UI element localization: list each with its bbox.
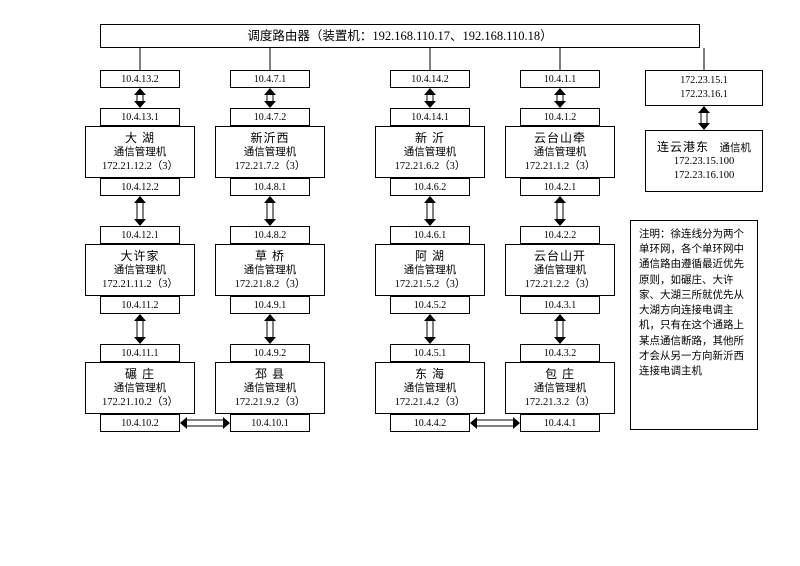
- node-box: 包 庄通信管理机172.21.3.2（3）: [505, 362, 615, 414]
- ip-box: 10.4.14.2: [390, 70, 470, 88]
- ip-box: 10.4.5.1: [390, 344, 470, 362]
- ip-box: 10.4.5.2: [390, 296, 470, 314]
- ip-box: 172.23.15.1172.23.16.1: [645, 70, 763, 106]
- ip-box: 10.4.2.2: [520, 226, 600, 244]
- ip-box: 10.4.4.1: [520, 414, 600, 432]
- node-box: 大许家通信管理机172.21.11.2（3）: [85, 244, 195, 296]
- ip-box: 10.4.8.2: [230, 226, 310, 244]
- ip-box: 10.4.12.1: [100, 226, 180, 244]
- ip-box: 10.4.2.1: [520, 178, 600, 196]
- ip-box: 10.4.9.1: [230, 296, 310, 314]
- node-box: 新 沂通信管理机172.21.6.2（3）: [375, 126, 485, 178]
- node-box: 草 桥通信管理机172.21.8.2（3）: [215, 244, 325, 296]
- ip-box: 10.4.3.2: [520, 344, 600, 362]
- node-box: 邳 县通信管理机172.21.9.2（3）: [215, 362, 325, 414]
- ip-box: 10.4.11.1: [100, 344, 180, 362]
- ip-box: 10.4.13.2: [100, 70, 180, 88]
- ip-box: 10.4.1.2: [520, 108, 600, 126]
- node-box: 连云港东 通信机 172.23.15.100172.23.16.100: [645, 130, 763, 192]
- ip-box: 10.4.6.2: [390, 178, 470, 196]
- node-box: 云台山开通信管理机172.21.2.2（3）: [505, 244, 615, 296]
- node-box: 新沂西通信管理机172.21.7.2（3）: [215, 126, 325, 178]
- node-box: 碾 庄通信管理机172.21.10.2（3）: [85, 362, 195, 414]
- note-box: 注明：徐连线分为两个单环网，各个单环网中通信路由遵循最近优先原则，如碾庄、大许家…: [630, 220, 758, 430]
- ip-box: 10.4.10.1: [230, 414, 310, 432]
- ip-box: 10.4.10.2: [100, 414, 180, 432]
- ip-box: 10.4.9.2: [230, 344, 310, 362]
- ip-box: 10.4.11.2: [100, 296, 180, 314]
- node-box: 云台山牵通信管理机172.21.1.2（3）: [505, 126, 615, 178]
- ip-box: 10.4.1.1: [520, 70, 600, 88]
- node-box: 东 海通信管理机172.21.4.2（3）: [375, 362, 485, 414]
- ip-box: 10.4.3.1: [520, 296, 600, 314]
- ip-box: 10.4.14.1: [390, 108, 470, 126]
- ip-box: 10.4.7.1: [230, 70, 310, 88]
- ip-box: 10.4.4.2: [390, 414, 470, 432]
- node-box: 大 湖通信管理机172.21.12.2（3）: [85, 126, 195, 178]
- ip-box: 10.4.8.1: [230, 178, 310, 196]
- ip-box: 10.4.6.1: [390, 226, 470, 244]
- node-box: 阿 湖通信管理机172.21.5.2（3）: [375, 244, 485, 296]
- ip-box: 10.4.7.2: [230, 108, 310, 126]
- ip-box: 10.4.12.2: [100, 178, 180, 196]
- ip-box: 10.4.13.1: [100, 108, 180, 126]
- title-box: 调度路由器（装置机：192.168.110.17、192.168.110.18）: [100, 24, 700, 48]
